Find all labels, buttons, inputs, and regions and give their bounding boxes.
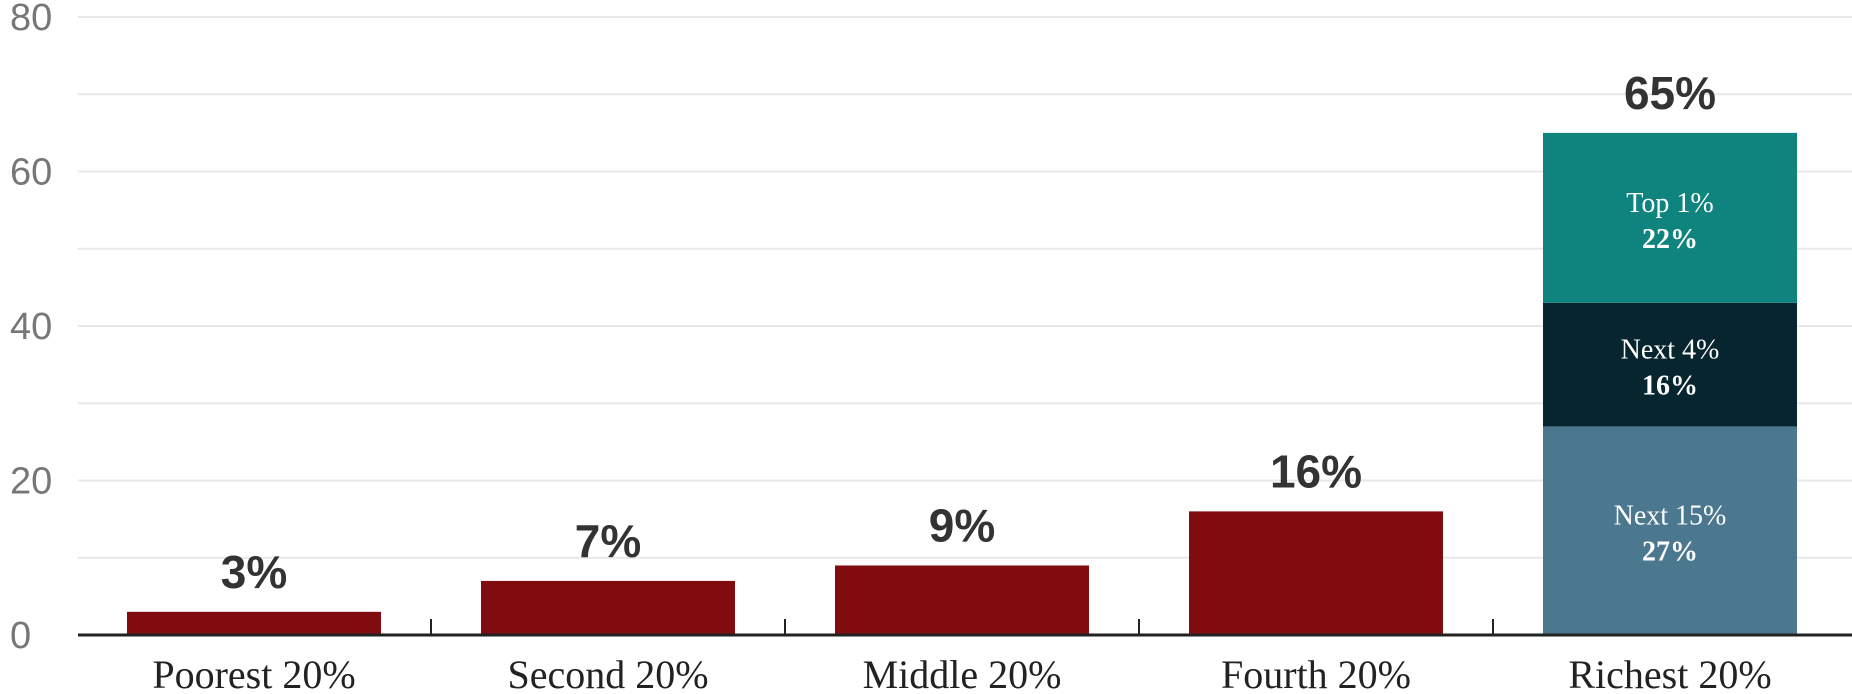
segment-value-label: 16% — [1642, 371, 1698, 402]
bar-value-label: 16% — [1270, 445, 1362, 497]
segment-name-label: Top 1% — [1626, 188, 1713, 219]
x-category-label: Second 20% — [507, 652, 708, 694]
x-category-label: Fourth 20% — [1221, 652, 1411, 694]
bar-value-label: 3% — [221, 546, 287, 598]
y-axis-ticks: 0 20 40 60 80 — [10, 0, 52, 657]
y-tick-label: 0 — [10, 615, 31, 657]
y-tick-label: 20 — [10, 461, 52, 503]
segment-value-label: 27% — [1642, 537, 1698, 568]
y-tick-label: 60 — [10, 152, 52, 194]
segment-name-label: Next 15% — [1614, 501, 1727, 532]
x-category-label: Middle 20% — [863, 652, 1062, 694]
bar-value-label: 9% — [929, 499, 995, 551]
x-axis — [78, 619, 1852, 637]
stack-segment — [1543, 132, 1797, 303]
segment-name-label: Next 4% — [1621, 335, 1720, 366]
x-category-label: Poorest 20% — [152, 652, 355, 694]
y-tick-label: 80 — [10, 0, 52, 39]
gridlines — [78, 16, 1852, 559]
bar — [1189, 511, 1443, 635]
x-category-label: Richest 20% — [1568, 652, 1771, 694]
stack-segment — [1543, 426, 1797, 635]
bars: 3% 7% 9% 16% Next 15% 27% Next 4% 16% Top 1% 22% 6… — [127, 67, 1797, 635]
y-tick-label: 40 — [10, 306, 52, 348]
x-axis-labels: Poorest 20% Second 20% Middle 20% Fourth 20… — [152, 652, 1771, 694]
bar — [481, 580, 735, 635]
segment-value-label: 22% — [1642, 224, 1698, 255]
bar — [127, 611, 381, 635]
bar — [835, 565, 1089, 635]
bar-value-label: 65% — [1624, 67, 1716, 119]
stack-segment — [1543, 302, 1797, 427]
bar-value-label: 7% — [575, 515, 641, 567]
